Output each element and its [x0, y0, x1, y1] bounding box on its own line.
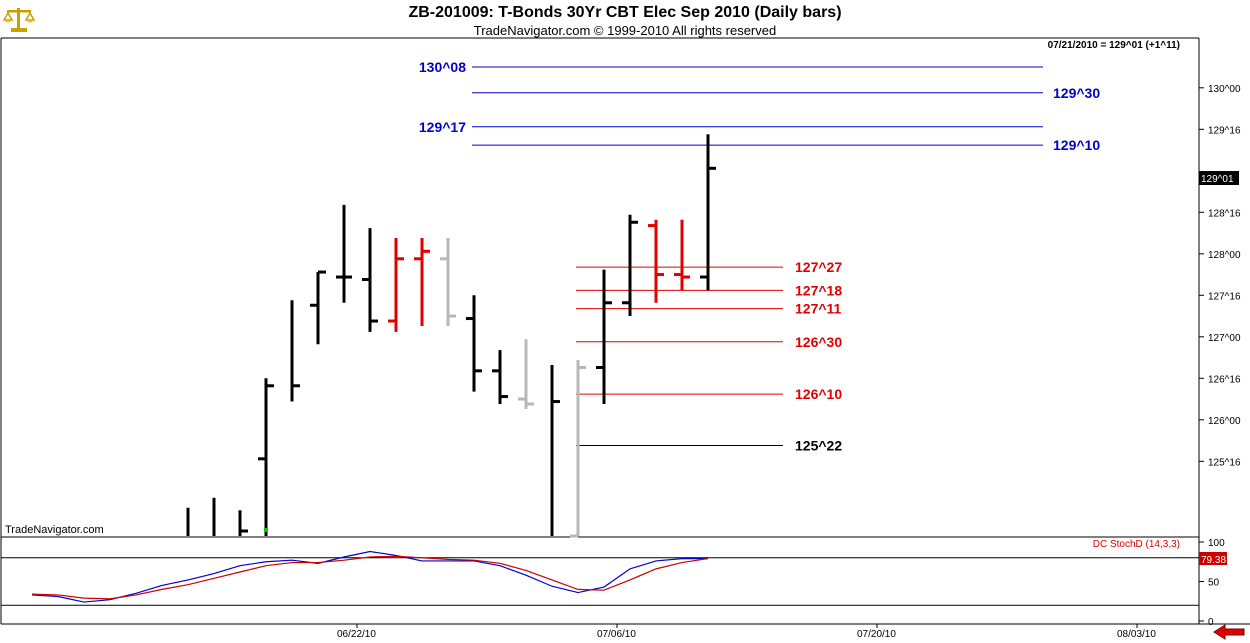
level-label: 127^27	[795, 259, 842, 275]
chart-title: ZB-201009: T-Bonds 30Yr CBT Elec Sep 201…	[408, 4, 842, 21]
date-axis: 06/22/10 07/06/10 07/20/10 08/03/10	[337, 624, 1156, 640]
level-label: 130^08	[419, 59, 466, 75]
red-left-arrow-icon[interactable]	[1212, 624, 1246, 640]
level-label: 127^18	[795, 282, 842, 298]
date-axis-label: 07/06/10	[597, 629, 636, 640]
scales-logo-icon	[3, 8, 35, 32]
date-axis-label: 08/03/10	[1117, 629, 1156, 640]
price-bars	[186, 134, 716, 538]
stoch-last-value-label: 79.38	[1201, 555, 1226, 566]
price-axis-label: 130^00	[1208, 84, 1241, 95]
level-label: 127^11	[795, 301, 842, 317]
watermark: TradeNavigator.com	[5, 524, 104, 536]
level-label: 129^17	[419, 119, 466, 135]
level-label: 129^10	[1053, 137, 1100, 153]
level-label: 126^30	[795, 334, 842, 350]
stoch-last-tag: 79.38	[1199, 552, 1227, 566]
level-label: 129^30	[1053, 85, 1100, 101]
price-axis-label: 129^16	[1208, 125, 1241, 136]
stoch-axis-label: 0	[1208, 617, 1214, 628]
chart-frame	[0, 37, 1250, 625]
date-axis-label: 07/20/10	[857, 629, 896, 640]
level-label: 126^10	[795, 386, 842, 402]
date-axis-label: 06/22/10	[337, 629, 376, 640]
stoch-axis-label: 100	[1208, 538, 1225, 549]
last-bar-info: 07/21/2010 = 129^01 (+1^11)	[1048, 40, 1180, 51]
level-label: 125^22	[795, 438, 842, 454]
price-axis-label: 126^16	[1208, 374, 1241, 385]
stoch-series-line	[31, 550, 708, 603]
price-axis: 125^16 126^00 126^16 127^00 127^16 128^00 128^…	[1199, 84, 1241, 468]
price-axis-label: 125^16	[1208, 457, 1241, 468]
price-axis-label: 127^16	[1208, 291, 1241, 302]
stochastic-panel: 100 50 0	[1, 538, 1225, 628]
bar-marker	[264, 528, 268, 532]
last-price-tag: 129^01	[1199, 171, 1239, 185]
last-price-label: 129^01	[1201, 174, 1234, 185]
chart-header: ZB-201009: T-Bonds 30Yr CBT Elec Sep 201…	[0, 0, 1250, 38]
stoch-axis-label: 50	[1208, 578, 1220, 589]
stochastic-title: DC StochD (14,3,3)	[1093, 539, 1180, 550]
price-axis-label: 128^00	[1208, 250, 1241, 261]
price-axis-label: 127^00	[1208, 333, 1241, 344]
price-axis-label: 128^16	[1208, 208, 1241, 219]
price-axis-label: 126^00	[1208, 416, 1241, 427]
chart-subtitle: TradeNavigator.com © 1999-2010 All right…	[473, 23, 777, 38]
level-lines: 130^08 129^30 129^17 129^10 127^27 127^18 127^…	[419, 59, 1100, 453]
stoch-series-line	[31, 555, 709, 600]
